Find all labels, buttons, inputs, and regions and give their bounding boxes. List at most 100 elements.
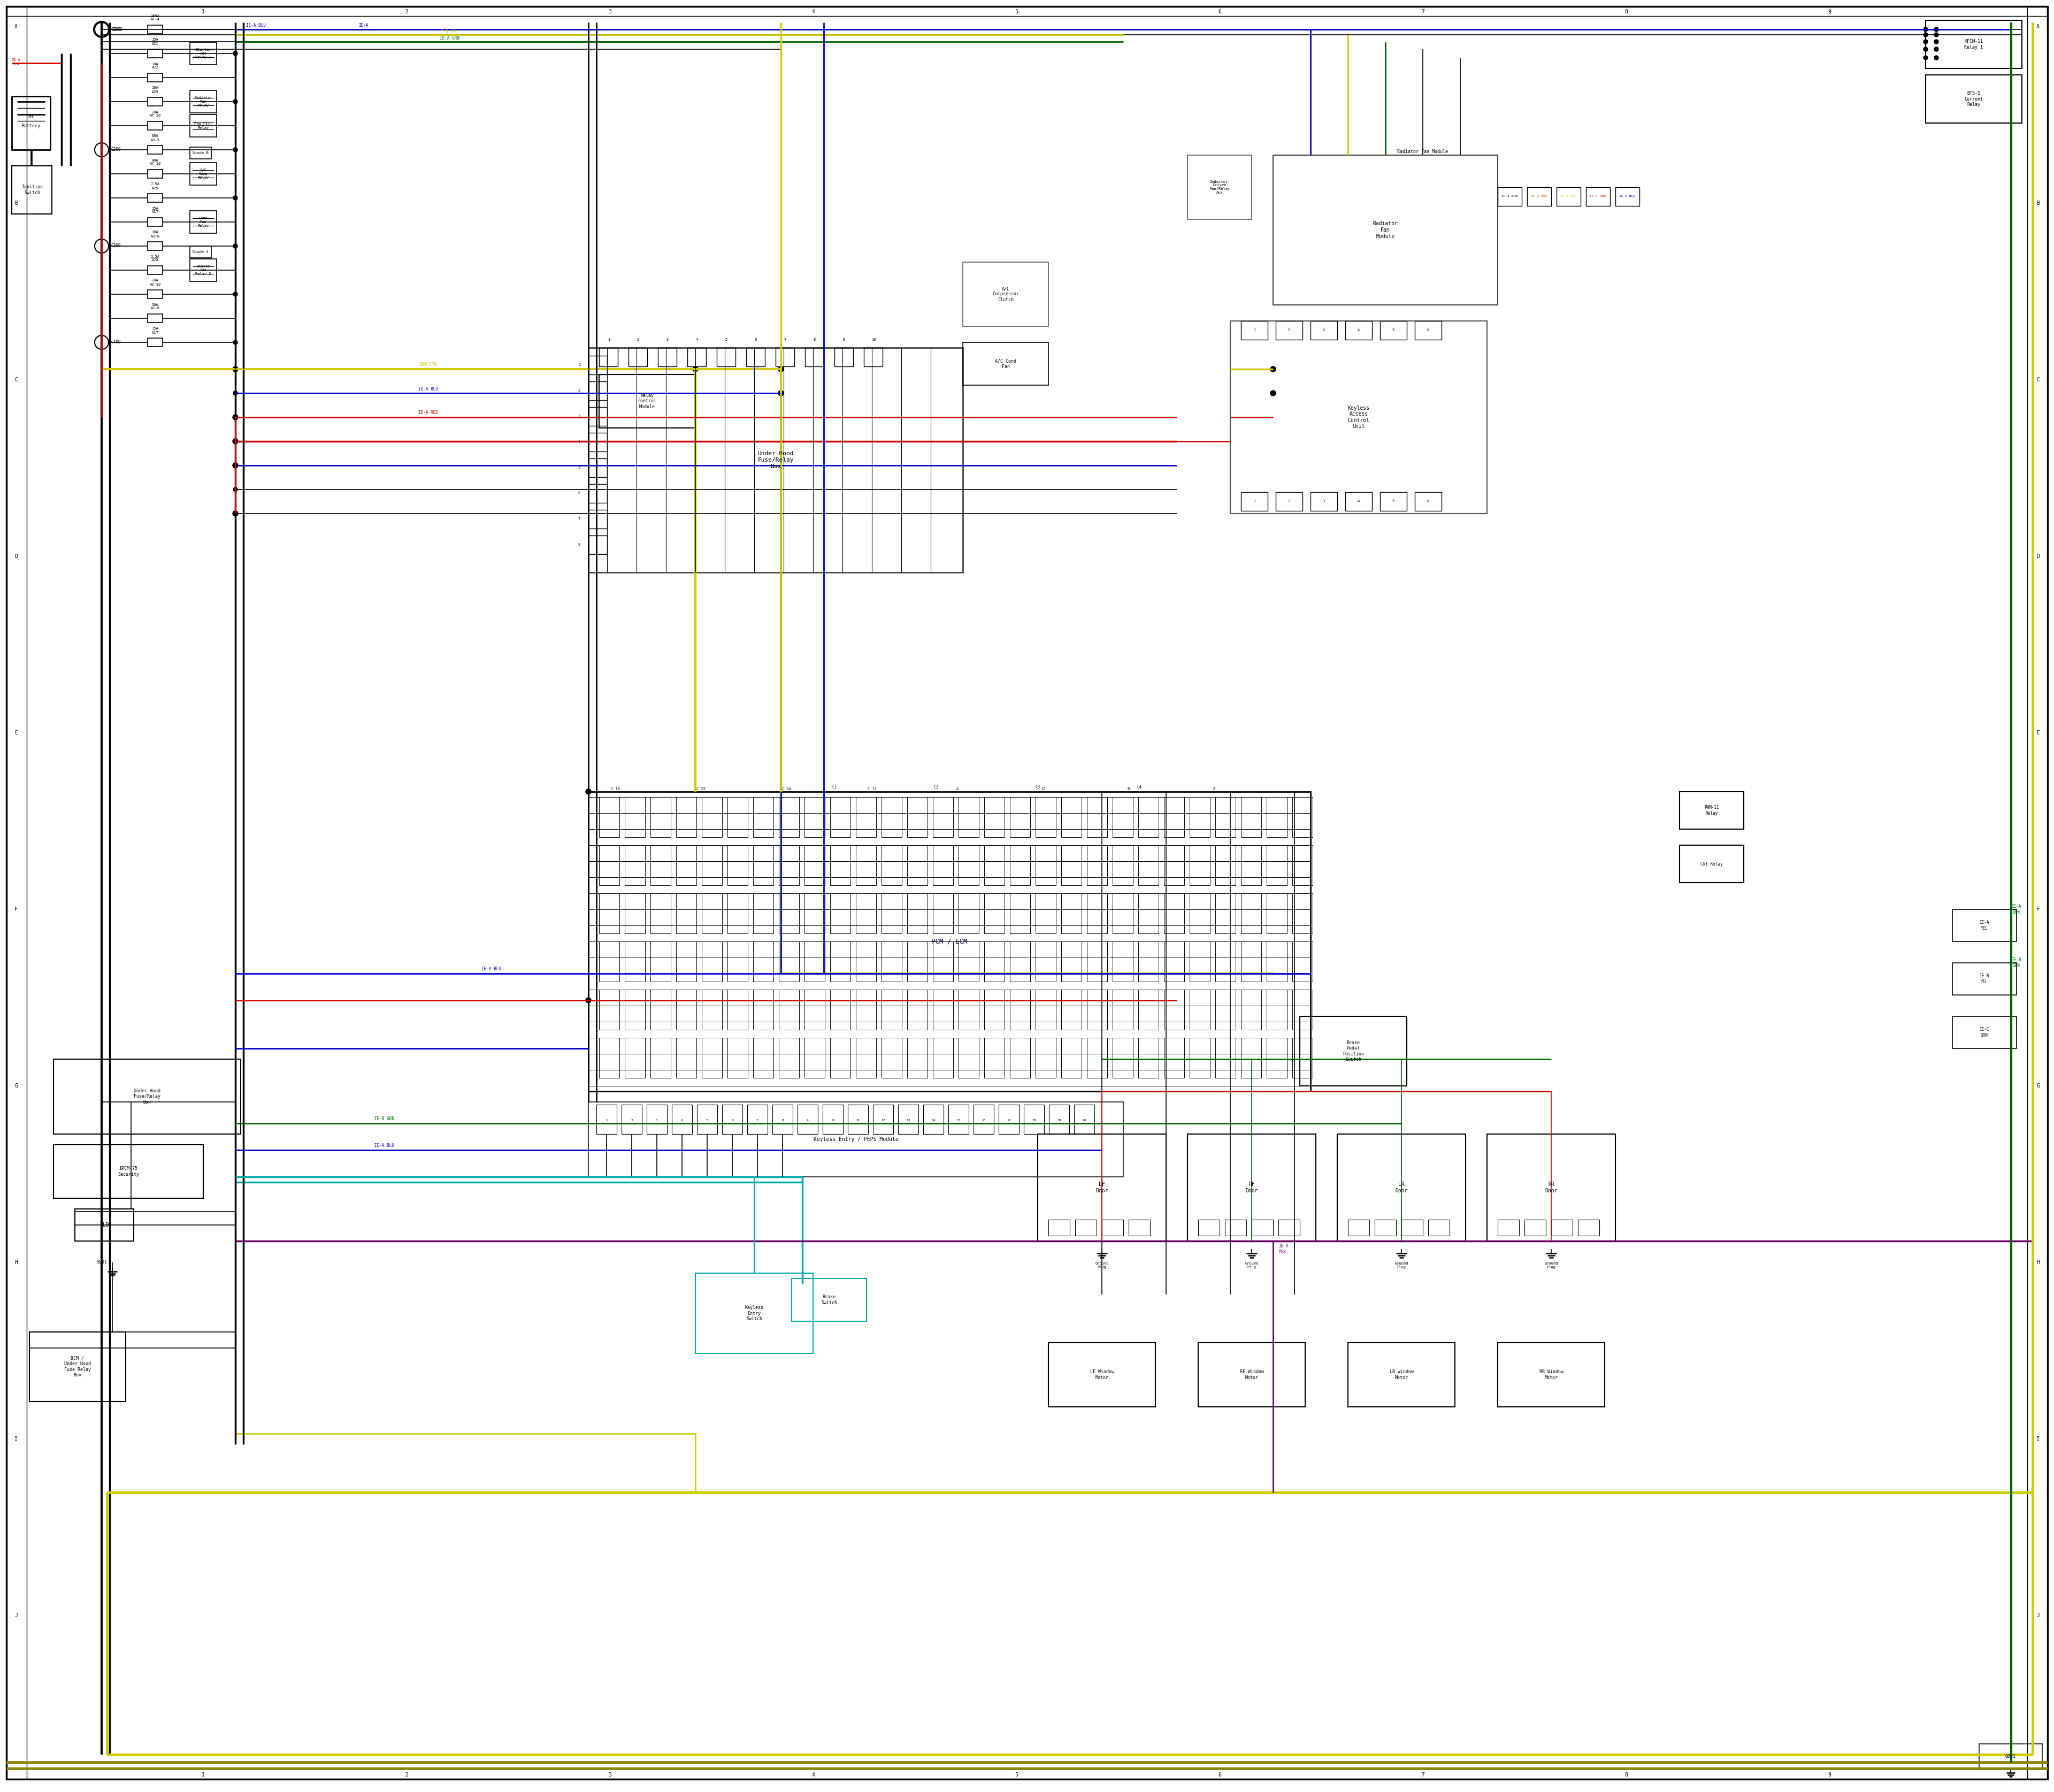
Bar — [1113, 941, 1134, 982]
Bar — [881, 1038, 902, 1077]
Text: J: J — [14, 1613, 18, 1618]
Bar — [587, 407, 608, 426]
Bar — [624, 989, 645, 1030]
Bar — [1278, 1220, 1300, 1236]
Bar — [587, 536, 608, 554]
Bar — [933, 894, 953, 934]
Text: Radiator
Fan
Relay: Radiator Fan Relay — [195, 97, 212, 108]
Bar — [1062, 941, 1082, 982]
Text: C200: C200 — [111, 147, 121, 152]
Bar — [1074, 1104, 1095, 1134]
Text: IE-B
GRN: IE-B GRN — [2011, 957, 2021, 968]
Bar — [754, 941, 774, 982]
Bar — [857, 989, 877, 1030]
Text: PWM-11
Relay: PWM-11 Relay — [1705, 805, 1719, 815]
Text: Starter
Cut
Relay 1: Starter Cut Relay 1 — [195, 48, 212, 59]
Text: 16: 16 — [982, 1120, 986, 1122]
Text: 10A
A25: 10A A25 — [152, 86, 158, 93]
Bar — [148, 48, 162, 57]
Bar — [651, 894, 672, 934]
Bar — [805, 797, 826, 837]
Text: 13: 13 — [906, 1120, 910, 1122]
Bar — [984, 846, 1004, 885]
Bar — [1487, 1134, 1614, 1242]
Bar — [1165, 846, 1185, 885]
Text: 3: 3 — [665, 339, 670, 340]
Bar — [587, 792, 1310, 1091]
Text: 9: 9 — [1828, 9, 1830, 14]
Bar — [624, 846, 645, 885]
Bar — [963, 262, 1048, 326]
Bar — [148, 290, 162, 299]
Text: S001: S001 — [97, 1260, 107, 1265]
Bar — [1011, 846, 1031, 885]
Bar — [805, 348, 824, 366]
Circle shape — [234, 292, 238, 296]
Bar — [1292, 941, 1313, 982]
Bar — [1680, 846, 1744, 883]
Bar — [727, 1038, 748, 1077]
Bar — [29, 1331, 125, 1401]
Bar — [1062, 846, 1082, 885]
Text: 40A
A7-10: 40A A7-10 — [150, 159, 160, 165]
Bar — [624, 1038, 645, 1077]
Text: C2: C2 — [935, 785, 939, 790]
Bar — [1087, 894, 1107, 934]
Bar — [1276, 493, 1302, 511]
Text: 12: 12 — [1041, 787, 1045, 790]
Bar — [587, 484, 608, 504]
Text: 30A
A3-6: 30A A3-6 — [150, 231, 160, 238]
Text: A/C
Comp
Relay: A/C Comp Relay — [197, 168, 210, 179]
Bar — [1526, 186, 1551, 206]
Bar — [797, 1104, 817, 1134]
Bar — [1953, 1016, 2017, 1048]
Text: IE-A BLU: IE-A BLU — [481, 968, 501, 971]
Bar — [1267, 1038, 1288, 1077]
Bar — [148, 97, 162, 106]
Bar — [148, 25, 162, 34]
Text: 6: 6 — [1218, 1772, 1222, 1778]
Bar — [1980, 1744, 2042, 1769]
Bar — [1577, 1220, 1600, 1236]
Bar — [702, 1038, 723, 1077]
Bar — [805, 846, 826, 885]
Bar — [857, 941, 877, 982]
Text: 7: 7 — [1421, 1772, 1423, 1778]
Circle shape — [232, 414, 238, 419]
Bar — [974, 1104, 994, 1134]
Text: 3: 3 — [1323, 500, 1325, 504]
Text: 6: 6 — [1428, 328, 1430, 332]
Text: IE-A GRN: IE-A GRN — [440, 36, 460, 41]
Bar — [778, 797, 799, 837]
Bar — [624, 941, 645, 982]
Text: 5: 5 — [1015, 9, 1019, 14]
Text: Brake
Switch: Brake Switch — [822, 1294, 838, 1305]
Bar — [1380, 321, 1407, 340]
Bar — [1048, 1342, 1154, 1407]
Text: I: I — [14, 1435, 18, 1441]
Text: B+: B+ — [29, 115, 35, 120]
Bar — [1216, 989, 1237, 1030]
Bar — [857, 846, 877, 885]
Text: G001: G001 — [2005, 1754, 2017, 1760]
Bar — [651, 1038, 672, 1077]
Text: LF Window
Motor: LF Window Motor — [1091, 1369, 1113, 1380]
Circle shape — [1935, 32, 1939, 38]
Text: C100: C100 — [111, 27, 121, 32]
Text: IE-B
YEL: IE-B YEL — [1980, 973, 1990, 984]
Bar — [189, 147, 212, 159]
Bar — [959, 1038, 980, 1077]
Bar — [148, 242, 162, 251]
Bar — [857, 894, 877, 934]
Circle shape — [234, 391, 238, 396]
Text: Under-Hood
Fuse/Relay
Box: Under-Hood Fuse/Relay Box — [758, 452, 793, 470]
Bar — [717, 348, 735, 366]
Bar — [834, 348, 852, 366]
Bar — [1267, 846, 1288, 885]
Bar — [805, 941, 826, 982]
Text: D: D — [14, 554, 18, 559]
Bar — [1165, 797, 1185, 837]
Bar — [1267, 941, 1288, 982]
Bar — [600, 348, 618, 366]
Bar — [908, 797, 928, 837]
